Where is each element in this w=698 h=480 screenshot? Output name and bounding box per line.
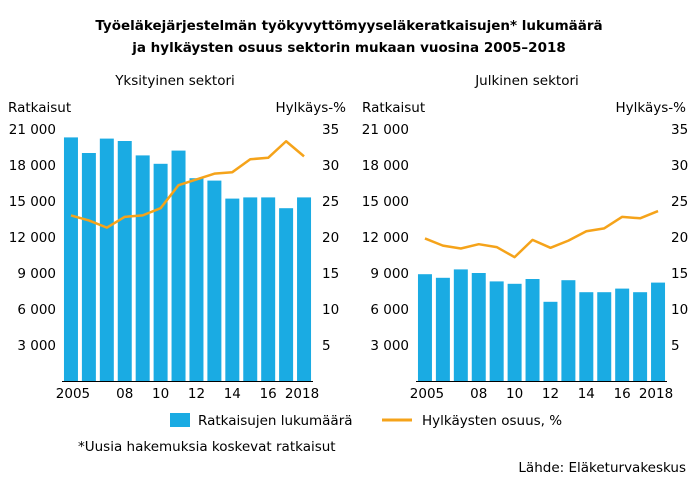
bar (633, 292, 648, 381)
y-tick-label-left: 6 000 (370, 302, 409, 318)
legend-bar-label: Ratkaisujen lukumäärä (198, 413, 353, 429)
bar (243, 197, 258, 381)
panel-public-sector: Julkinen sektori Ratkaisut Hylkäys-% 3 000 6… (362, 73, 688, 402)
y-tick-label-left: 18 000 (9, 158, 56, 174)
x-tick-label: 2005 (56, 386, 90, 402)
x-tick-label: 2005 (410, 386, 444, 402)
chart-title-line-2: ja hylkäysten osuus sektorin mukaan vuos… (131, 40, 566, 56)
y-tick-label-right: 30 (671, 158, 688, 174)
y-tick-label-right: 5 (671, 338, 680, 354)
y-tick-label-left: 9 000 (370, 266, 409, 282)
y-tick-label-left: 15 000 (362, 194, 409, 210)
y-tick-label-right: 25 (322, 194, 339, 210)
y-tick-label-left: 6 000 (17, 302, 56, 318)
panel-title: Yksityinen sektori (114, 73, 235, 89)
y-tick-label-right: 35 (671, 122, 688, 138)
x-tick-label: 10 (152, 386, 169, 402)
bar (435, 277, 450, 381)
x-tick-label: 14 (578, 386, 595, 402)
bar (471, 273, 486, 381)
y-axis-title-right: Hylkäys-% (276, 100, 347, 116)
bar (561, 280, 576, 381)
bar (525, 279, 540, 381)
bar (297, 197, 312, 381)
bar (261, 197, 276, 381)
y-tick-label-right: 25 (671, 194, 688, 210)
y-tick-label-right: 15 (322, 266, 339, 282)
bar (597, 292, 612, 381)
bar (489, 281, 504, 381)
bar (63, 137, 78, 381)
x-tick-label: 08 (470, 386, 487, 402)
bar (417, 274, 432, 381)
y-tick-label-left: 9 000 (17, 266, 56, 282)
y-tick-label-right: 15 (671, 266, 688, 282)
y-tick-label-left: 3 000 (370, 338, 409, 354)
bar (207, 180, 222, 381)
y-tick-label-left: 21 000 (362, 122, 409, 138)
bar (615, 288, 630, 381)
y-tick-label-right: 10 (671, 302, 688, 318)
bar (225, 198, 240, 381)
y-tick-label-left: 3 000 (17, 338, 56, 354)
x-tick-label: 08 (116, 386, 133, 402)
x-tick-label: 12 (188, 386, 205, 402)
source-note: Lähde: Eläketurvakeskus (518, 460, 686, 476)
x-tick-label: 12 (542, 386, 559, 402)
y-tick-label-right: 5 (322, 338, 331, 354)
bar (117, 141, 132, 381)
y-tick-label-left: 12 000 (9, 230, 56, 246)
chart-title-line-1: Työeläkejärjestelmän työkyvyttömyyseläke… (95, 18, 602, 34)
y-axis-title-right: Hylkäys-% (616, 100, 687, 116)
x-tick-label: 10 (506, 386, 523, 402)
bar (543, 301, 558, 381)
y-axis-title-left: Ratkaisut (362, 100, 425, 116)
y-tick-label-right: 30 (322, 158, 339, 174)
legend-line-label: Hylkäysten osuus, % (422, 413, 562, 429)
bar (153, 163, 168, 381)
y-tick-label-right: 20 (671, 230, 688, 246)
legend: Ratkaisujen lukumäärä Hylkäysten osuus, … (170, 413, 562, 429)
bar (99, 138, 114, 381)
footnote: *Uusia hakemuksia koskevat ratkaisut (78, 439, 336, 455)
bar (279, 208, 294, 381)
panel-title: Julkinen sektori (474, 73, 579, 89)
line-series (424, 209, 659, 259)
bar (81, 153, 96, 381)
y-tick-label-left: 18 000 (362, 158, 409, 174)
bar (651, 282, 666, 381)
bar (189, 178, 204, 381)
bar (579, 292, 594, 381)
y-tick-label-left: 21 000 (9, 122, 56, 138)
panel-private-sector: Yksityinen sektori Ratkaisut Hylkäys-% 3 00… (8, 73, 346, 402)
bar (507, 283, 522, 381)
y-tick-label-right: 35 (322, 122, 339, 138)
x-tick-label: 2018 (285, 386, 319, 402)
y-tick-label-left: 15 000 (9, 194, 56, 210)
y-tick-label-left: 12 000 (362, 230, 409, 246)
bar (135, 155, 150, 381)
bar (453, 269, 468, 381)
legend-bar-swatch (170, 413, 190, 427)
y-tick-label-right: 10 (322, 302, 339, 318)
x-tick-label: 2018 (639, 386, 673, 402)
bar (171, 150, 186, 381)
x-tick-label: 16 (614, 386, 631, 402)
line-series (70, 139, 305, 229)
y-axis-title-left: Ratkaisut (8, 100, 71, 116)
y-tick-label-right: 20 (322, 230, 339, 246)
x-tick-label: 16 (260, 386, 277, 402)
x-tick-label: 14 (224, 386, 241, 402)
